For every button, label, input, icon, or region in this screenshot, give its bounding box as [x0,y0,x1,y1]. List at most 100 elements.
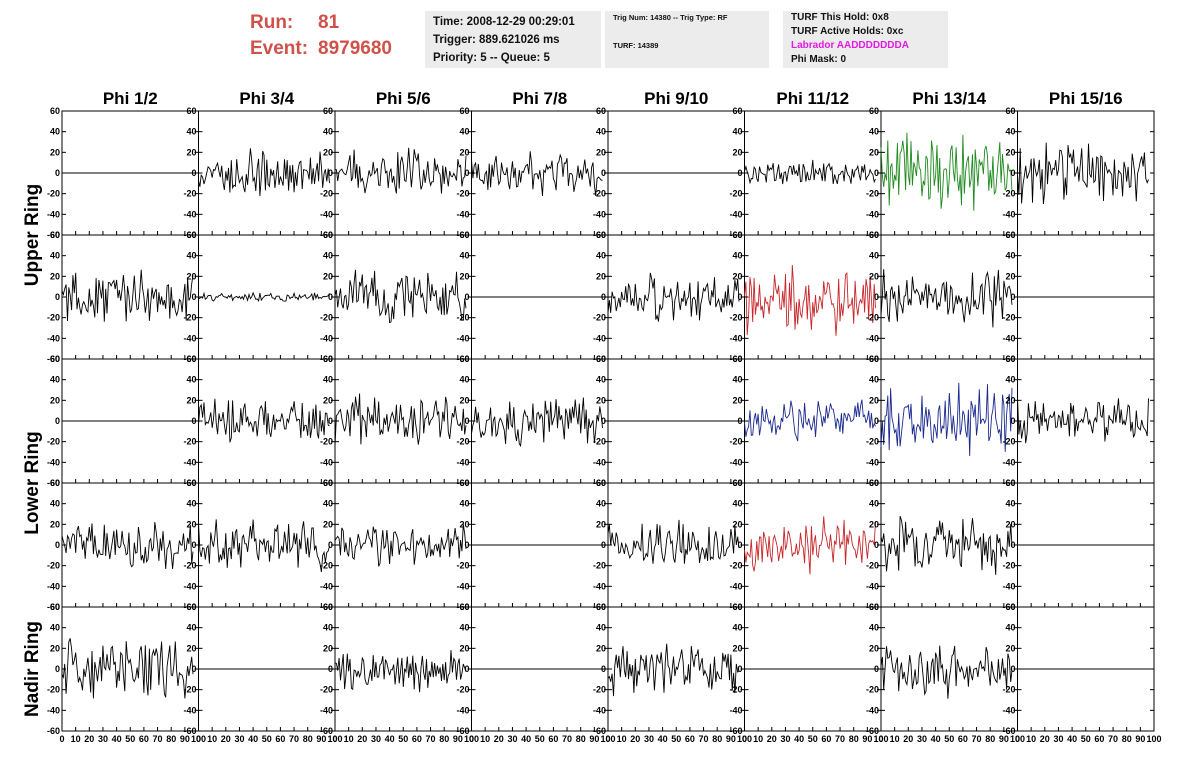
x-tick-label: 90 [1135,734,1145,744]
y-tick-label: 0 [328,292,333,302]
x-tick-label: 60 [548,734,558,744]
y-tick-label: -40 [320,581,333,591]
y-tick-label: 60 [186,354,196,364]
x-tick-label: 60 [685,734,695,744]
y-tick-label: -20 [593,313,606,323]
y-tick-label: 40 [869,623,879,633]
y-tick-label: 20 [186,643,196,653]
y-tick-label: -20 [1002,313,1015,323]
y-tick-label: -60 [47,602,60,612]
y-tick-label: 40 [323,623,333,633]
x-tick-label: 90 [999,734,1009,744]
row-label: Nadir Ring [22,621,43,717]
column-label: Phi 5/6 [376,89,431,108]
y-tick-label: 20 [732,147,742,157]
y-tick-label: -20 [1002,561,1015,571]
y-tick-label: -20 [47,685,60,695]
y-tick-label: 40 [50,499,60,509]
y-tick-label: 20 [323,395,333,405]
y-tick-label: 0 [464,292,469,302]
y-tick-label: -40 [593,333,606,343]
y-tick-label: -40 [729,333,742,343]
waveform-trace [471,151,603,196]
y-tick-label: 40 [596,499,606,509]
y-tick-label: 0 [328,664,333,674]
y-tick-label: 0 [601,416,606,426]
y-tick-label: -40 [456,209,469,219]
column-label: Phi 13/14 [912,89,986,108]
y-tick-label: -60 [729,726,742,736]
x-tick-label: 100 [1146,734,1161,744]
y-tick-label: 40 [1005,251,1015,261]
y-tick-label: -40 [593,457,606,467]
y-tick-label: 40 [50,623,60,633]
y-tick-label: 20 [1005,395,1015,405]
y-tick-label: 40 [869,251,879,261]
y-tick-label: 40 [869,127,879,137]
panel-frame [198,234,336,360]
y-tick-label: -40 [183,581,196,591]
y-tick-label: -20 [456,685,469,695]
y-tick-label: -20 [866,437,879,447]
y-tick-label: 0 [874,540,879,550]
y-tick-label: -20 [866,685,879,695]
y-tick-label: 0 [464,664,469,674]
phi-mask-text: Phi Mask: 0 [791,54,847,65]
y-tick-label: 0 [1010,416,1015,426]
y-tick-label: 20 [186,519,196,529]
x-tick-label: 50 [125,734,135,744]
row-label: Upper Ring [22,184,43,286]
waveform-trace [334,524,467,567]
x-tick-label: 80 [712,734,722,744]
x-tick-label: 100 [191,734,206,744]
x-tick-label: 30 [507,734,517,744]
y-tick-label: 0 [874,416,879,426]
y-tick-label: 20 [50,271,60,281]
y-tick-label: -20 [593,189,606,199]
x-tick-label: 10 [753,734,763,744]
y-tick-label: 0 [1010,168,1015,178]
y-tick-label: -20 [866,313,879,323]
x-tick-label: 40 [931,734,941,744]
x-tick-label: 60 [139,734,149,744]
y-tick-label: 40 [869,375,879,385]
x-tick-label: 20 [221,734,231,744]
y-tick-label: 20 [1005,271,1015,281]
column-label: Phi 1/2 [103,89,158,108]
y-tick-label: -40 [183,209,196,219]
y-tick-label: -20 [866,189,879,199]
trigger-text: Trigger: 889.621026 ms [433,34,560,46]
row-label: Lower Ring [22,431,43,534]
column-label: Phi 11/12 [776,89,849,108]
waveform-trace [334,650,467,693]
y-tick-label: 0 [55,540,60,550]
y-tick-label: 40 [1005,623,1015,633]
panel-frame [471,358,609,484]
turf-this-hold-text: TURF This Hold: 0x8 [791,12,889,23]
y-tick-label: 40 [732,251,742,261]
run-event-header: Run: 81 Event: 8979680 [250,10,420,68]
waveform-trace [1017,142,1149,205]
y-tick-label: 60 [869,478,879,488]
y-tick-label: 40 [50,251,60,261]
x-tick-label: 40 [248,734,258,744]
panel-frame [334,482,472,608]
y-tick-label: 20 [186,395,196,405]
y-tick-label: 60 [186,230,196,240]
x-tick-label: 70 [426,734,436,744]
x-tick-label: 0 [332,734,337,744]
y-tick-label: -40 [456,457,469,467]
waveform-trace [471,397,603,448]
y-tick-label: -20 [183,313,196,323]
y-tick-label: 60 [869,230,879,240]
x-tick-label: 80 [439,734,449,744]
waveform-trace [607,272,740,322]
y-tick-label: 0 [55,416,60,426]
y-tick-label: 60 [1005,106,1015,116]
waveform-trace [334,147,467,194]
x-tick-label: 90 [589,734,599,744]
y-tick-label: -20 [456,561,469,571]
y-tick-label: 20 [1005,147,1015,157]
x-tick-label: 70 [153,734,163,744]
waveform-trace [744,399,876,442]
